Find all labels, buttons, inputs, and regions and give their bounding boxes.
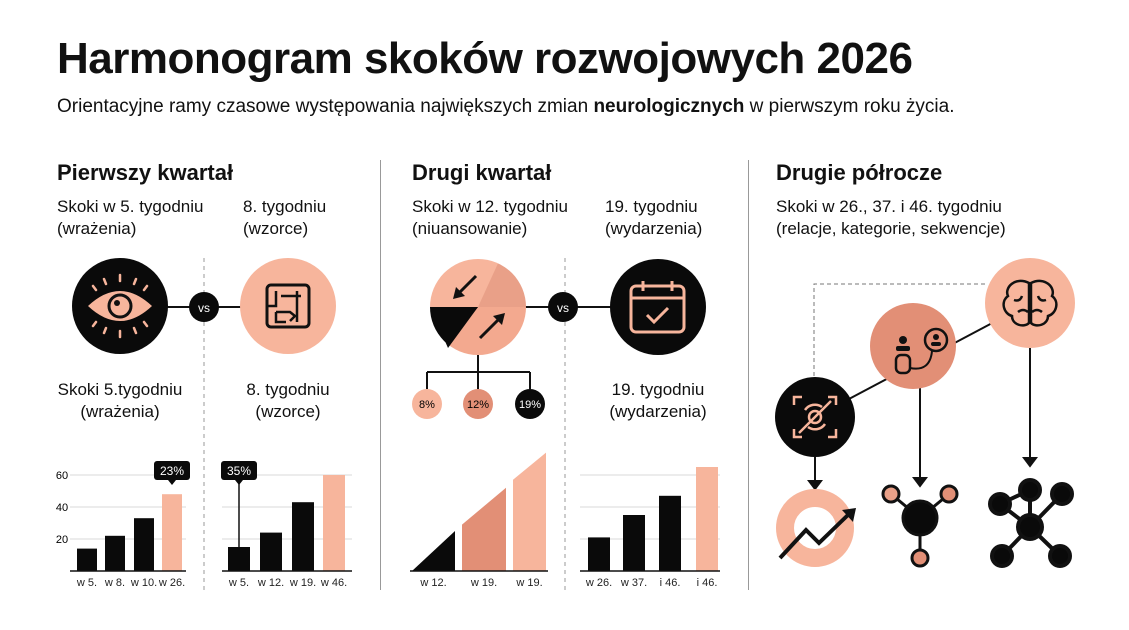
lower-label-week19: 19. tygodniu (wydarzenia)	[609, 380, 707, 421]
branch-8-percent: 8%	[412, 389, 442, 419]
subtitle-text: Orientacyjne ramy czasowe występowania n…	[57, 96, 594, 117]
lower-label-week8: 8. tygodniu (wzorce)	[246, 380, 330, 421]
x-tick-label: w 19.	[470, 577, 497, 589]
bar	[323, 475, 345, 571]
bar	[659, 495, 681, 571]
svg-text:vs: vs	[198, 301, 210, 315]
label-weeks-26-37-46: Skoki w 26., 37. i 46. tygodniu (relacje,…	[776, 197, 1006, 238]
x-tick-label: w 12.	[257, 577, 284, 589]
branch-12-percent: 12%	[463, 389, 493, 419]
x-tick-label: w 46.	[320, 577, 347, 589]
bar	[623, 515, 645, 571]
branch-19-percent: 19%	[515, 389, 545, 419]
sequence-network-icon	[988, 478, 1074, 568]
subtitle-text-end: w pierwszym roku życia.	[744, 96, 955, 117]
svg-text:8%: 8%	[419, 399, 435, 411]
y-tick-label: 60	[56, 470, 68, 482]
bar	[105, 535, 125, 571]
bar	[228, 547, 250, 571]
hub-network-icon	[881, 484, 959, 568]
bar	[588, 537, 610, 571]
y-tick-label: 20	[56, 534, 68, 546]
branch-tree	[426, 355, 531, 389]
subtitle-emphasis: neurologicznych	[593, 96, 745, 117]
x-tick-label: i 46.	[697, 577, 718, 589]
x-tick-label: w 5.	[228, 577, 249, 589]
maze-pattern-icon	[240, 258, 336, 354]
area-segment	[462, 487, 506, 571]
dashed-connector	[813, 283, 988, 376]
area-segment	[513, 452, 546, 571]
x-tick-label: w 26.	[158, 577, 185, 589]
bar	[292, 502, 314, 571]
section-divider	[380, 160, 381, 590]
label-week5: Skoki w 5. tygodniu (wrażenia)	[57, 197, 204, 238]
svg-text:12%: 12%	[467, 399, 489, 411]
label-week8: 8. tygodniu (wzorce)	[243, 197, 327, 238]
section-divider	[748, 160, 749, 590]
svg-text:19%: 19%	[519, 399, 541, 411]
vs-badge: vs	[189, 292, 219, 322]
bar	[134, 518, 154, 571]
section-heading-q1: Pierwszy kwartał	[57, 160, 234, 185]
eye-icon	[72, 258, 168, 354]
calendar-check-icon	[610, 259, 706, 355]
callout-pointer	[235, 480, 243, 485]
trend-up-icon	[776, 489, 856, 567]
down-arrows	[807, 348, 1038, 491]
section-heading-q2: Drugi kwartał	[412, 160, 552, 185]
brain-icon	[985, 258, 1075, 348]
vs-badge: vs	[548, 292, 578, 322]
svg-text:vs: vs	[557, 301, 569, 315]
callout-label: 35%	[227, 464, 251, 478]
callout-box	[221, 461, 257, 480]
x-tick-label: w 19.	[289, 577, 316, 589]
area-segment	[412, 531, 455, 571]
label-week12: Skoki w 12. tygodniu (niuansowanie)	[412, 197, 568, 238]
bar	[260, 532, 282, 571]
bar	[77, 548, 97, 571]
page-subtitle: Orientacyjne ramy czasowe występowania n…	[57, 96, 955, 118]
transition-arrows-icon	[430, 259, 526, 355]
relationship-people-icon	[870, 303, 956, 389]
x-tick-label: w 19.	[515, 577, 542, 589]
callout-pointer	[168, 480, 176, 485]
label-week19: 19. tygodniu (wydarzenia)	[605, 197, 703, 238]
x-tick-label: w 12.	[419, 577, 446, 589]
bar	[162, 494, 182, 571]
callout-label: 23%	[160, 464, 184, 478]
x-tick-label: w 26.	[585, 577, 612, 589]
x-tick-label: i 46.	[660, 577, 681, 589]
x-tick-label: w 8.	[104, 577, 125, 589]
y-tick-label: 40	[56, 502, 68, 514]
x-tick-label: w 5.	[76, 577, 97, 589]
lower-label-week5: Skoki 5.tygodniu (wrażenia)	[57, 380, 183, 421]
section-heading-h2: Drugie półrocze	[776, 160, 943, 185]
bar	[696, 467, 718, 571]
page-title: Harmonogram skoków rozwojowych 2026	[57, 34, 913, 83]
x-tick-label: w 10.	[130, 577, 157, 589]
callout-box	[154, 461, 190, 480]
focus-target-icon	[775, 377, 855, 457]
x-tick-label: w 37.	[620, 577, 647, 589]
